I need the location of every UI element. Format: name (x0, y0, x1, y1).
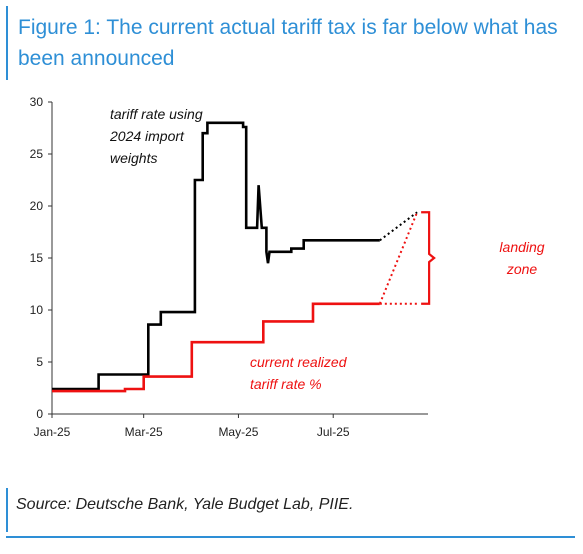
figure-title: Figure 1: The current actual tariff tax … (18, 16, 558, 70)
chart: 0 5 10 15 20 25 30 Jan-25 Mar-25 May-25 Jul-25 tar… (30, 95, 545, 439)
bottom-rule (6, 536, 575, 538)
source-text: Source: Deutsche Bank, Yale Budget Lab, … (16, 496, 354, 513)
series-line-tariff-weights (52, 121, 380, 391)
y-tick-label: 30 (30, 95, 44, 109)
series-line-realized (52, 302, 380, 393)
annotation-tariff-weights-line: 2024 import (109, 128, 185, 144)
source-box: Source: Deutsche Bank, Yale Budget Lab, … (6, 488, 575, 532)
projection-line (379, 211, 418, 242)
annotation-landing-zone-line: landing (499, 239, 544, 255)
y-tick-label: 0 (36, 407, 43, 421)
landing-zone-bracket (421, 211, 436, 305)
figure-title-box: Figure 1: The current actual tariff tax … (6, 6, 575, 80)
y-tick-label: 10 (30, 303, 44, 317)
y-tick-label: 25 (30, 147, 44, 161)
x-tick-label: May-25 (218, 425, 258, 439)
y-tick-label: 15 (30, 251, 44, 265)
x-tick-label: Jan-25 (34, 425, 71, 439)
annotation-layer: tariff rate using 2024 import weights curre… (109, 106, 545, 392)
x-tick-label: Jul-25 (317, 425, 350, 439)
annotation-tariff-weights: tariff rate using 2024 import weights (109, 106, 203, 166)
projection-line (378, 211, 419, 305)
annotation-realized-rate-line: current realized (250, 354, 348, 370)
annotation-realized-rate: current realized tariff rate % (250, 354, 348, 392)
axes: 0 5 10 15 20 25 30 Jan-25 Mar-25 May-25 Jul-25 (30, 95, 428, 439)
annotation-tariff-weights-line: tariff rate using (110, 106, 203, 122)
y-tick-label: 5 (36, 355, 43, 369)
annotation-tariff-weights-line: weights (110, 150, 157, 166)
x-tick-label: Mar-25 (125, 425, 163, 439)
projection-layer (378, 211, 436, 305)
annotation-landing-zone: landing zone (499, 239, 544, 277)
series-layer (52, 121, 380, 393)
annotation-realized-rate-line: tariff rate % (250, 376, 322, 392)
annotation-landing-zone-line: zone (506, 261, 538, 277)
y-tick-label: 20 (30, 199, 44, 213)
